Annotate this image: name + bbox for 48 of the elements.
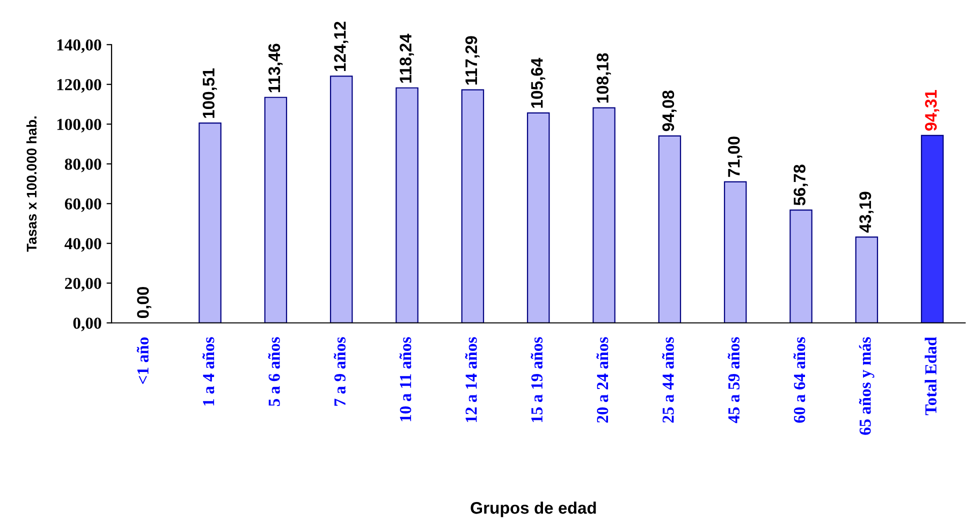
x-tick-label: 15 a 19 años [530, 337, 543, 422]
x-tick-label: 45 a 59 años [728, 337, 740, 424]
bar [526, 112, 550, 323]
y-tick-label: 20,00 [65, 278, 102, 292]
y-axis-title: Tasas x 100.000 hab. [26, 116, 37, 252]
data-label: 94,31 [924, 90, 940, 131]
x-tick-label: 60 a 64 años [793, 337, 806, 423]
x-tick-label: Total Edad [924, 336, 936, 416]
x-tick-label: 20 a 24 años [596, 337, 608, 423]
bar [724, 181, 747, 323]
data-label: 100,51 [202, 68, 217, 118]
y-tick-label: 100,00 [57, 118, 102, 132]
data-label: 105,64 [531, 58, 546, 108]
data-label: 56,78 [794, 164, 808, 206]
y-tick-label: 40,00 [64, 238, 102, 252]
bar [592, 107, 616, 323]
bar [855, 236, 878, 323]
bar [396, 87, 418, 323]
bar [264, 96, 288, 323]
bar [461, 89, 484, 323]
y-tick-label: 120,00 [57, 79, 102, 93]
bar [920, 134, 944, 323]
y-tick-label: 80,00 [64, 158, 102, 172]
x-tick-label: 7 a 9 años [334, 337, 346, 406]
x-axis-title: Grupos de edad [470, 502, 596, 518]
bar [658, 135, 682, 323]
data-label: 113,46 [268, 44, 283, 92]
data-label: 124,12 [334, 22, 348, 71]
x-tick-label: <1 año [136, 337, 149, 384]
data-label: 43,19 [859, 192, 874, 233]
bar [330, 76, 353, 323]
data-label: 117,29 [465, 36, 480, 85]
y-tick-label: 0,00 [73, 318, 102, 332]
x-tick-label: 25 a 44 años [662, 337, 674, 423]
x-tick-label: 5 a 6 años [268, 337, 280, 406]
bar [790, 209, 812, 323]
x-tick-label: 12 a 14 años [465, 337, 477, 422]
data-label: 118,24 [400, 34, 414, 83]
bar [198, 122, 222, 323]
data-label: 71,00 [728, 136, 742, 177]
y-tick-label: 140,00 [57, 39, 102, 53]
data-label: 94,08 [662, 90, 677, 132]
data-label: 108,18 [596, 53, 611, 103]
data-label: 0,00 [137, 286, 152, 318]
x-tick-label: 1 a 4 años [202, 337, 214, 406]
x-tick-label: 10 a 11 años [399, 337, 412, 422]
y-tick-label: 60,00 [64, 198, 102, 212]
x-tick-label: 65 años y más [859, 337, 874, 435]
